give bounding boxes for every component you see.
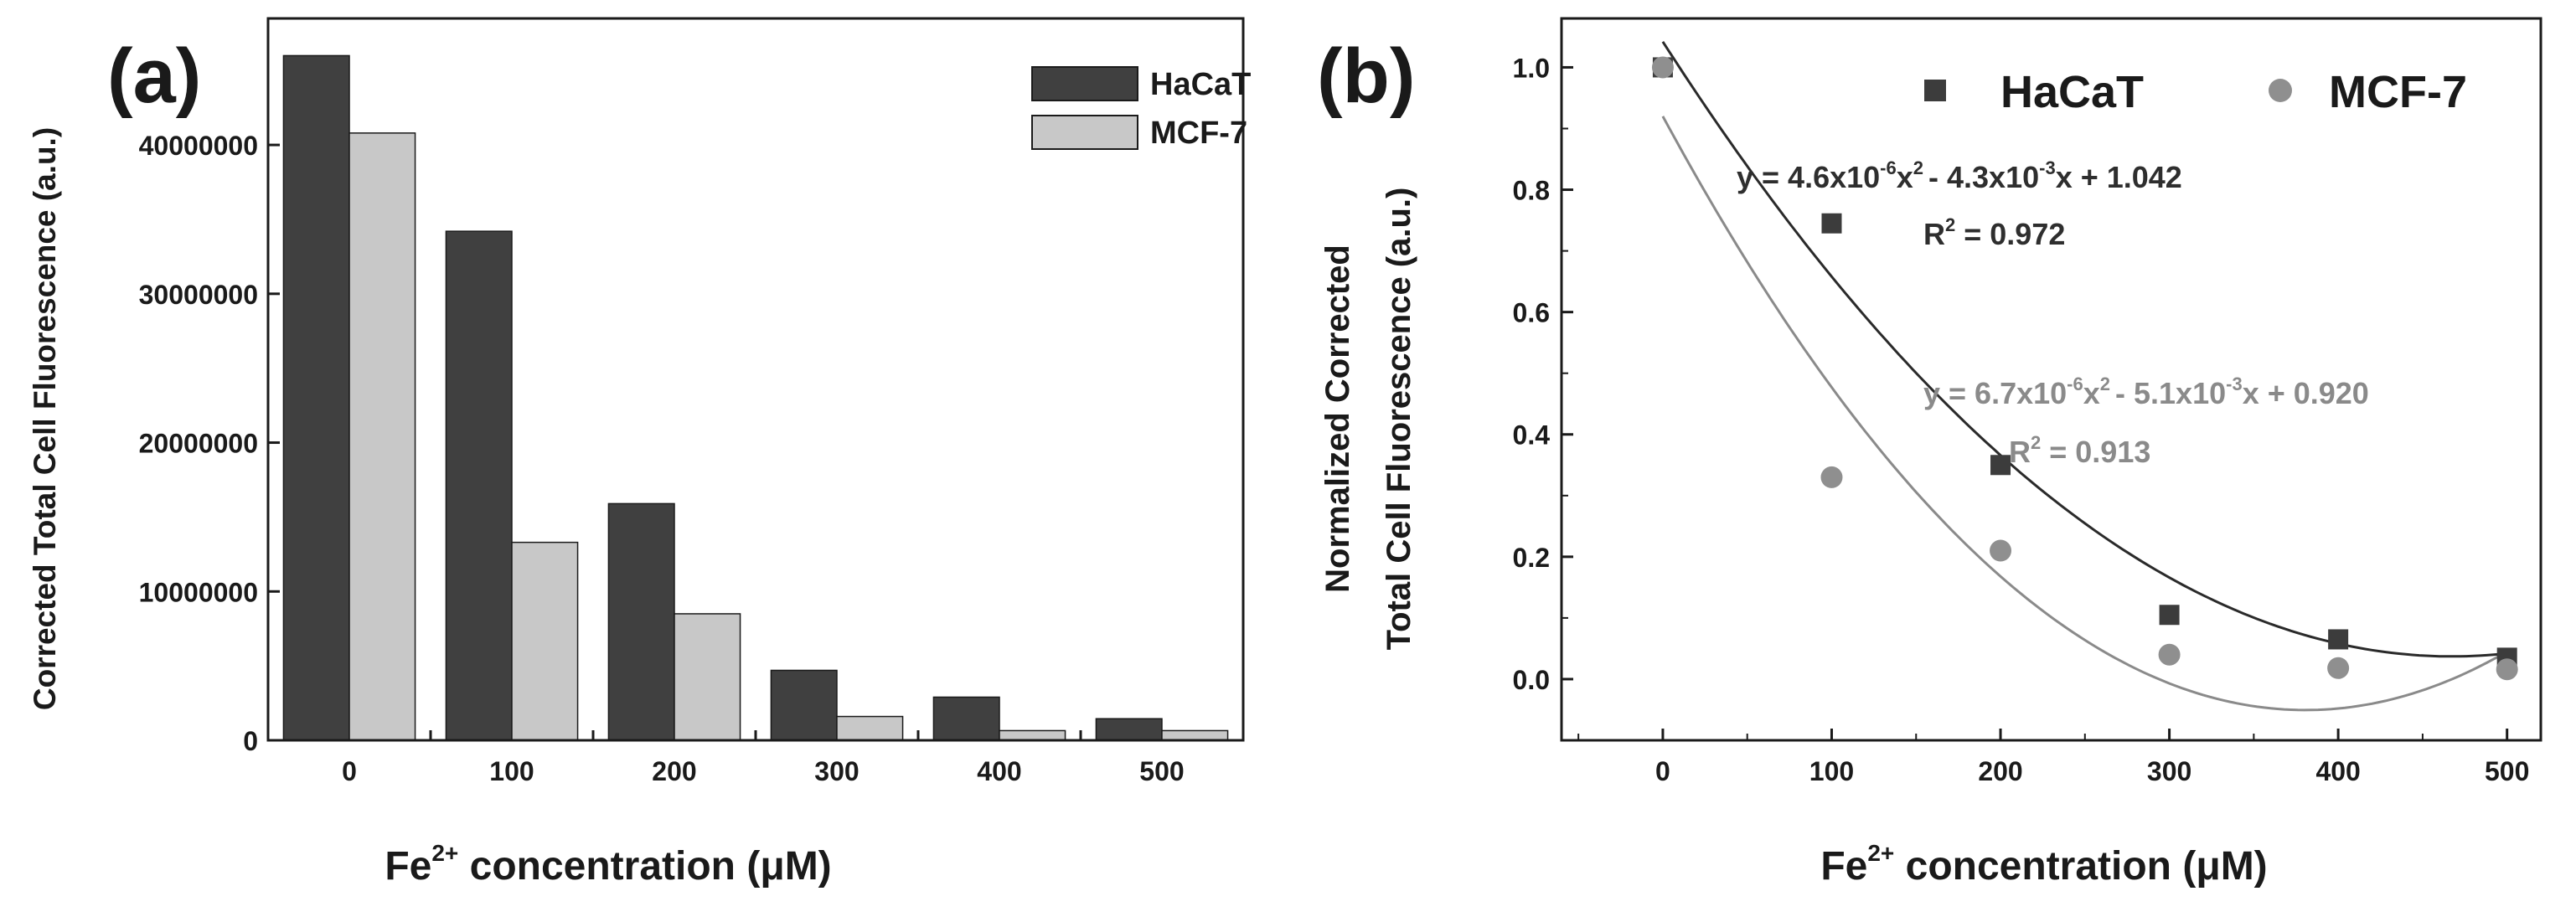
point-hacat-300 [2159, 605, 2180, 626]
panel-b-y-tick-label: 0.2 [1513, 543, 1550, 573]
panel-b-x-tick-label: 0 [1655, 756, 1670, 786]
legend-label-hacat: HaCaT [1150, 67, 1251, 102]
bar-hacat-400 [932, 696, 1000, 741]
legend-marker-mcf7 [2269, 79, 2292, 102]
bar-hacat-0 [282, 54, 350, 741]
legend-label-hacat: HaCaT [2000, 67, 2144, 117]
panel-b-x-tick-label: 200 [1978, 756, 2022, 786]
panel-a-axis-ticks: 0 10000000 20000000 30000000 40000000 0 100 200… [139, 131, 1245, 786]
legend-marker-hacat [1924, 80, 1946, 101]
bar-mcf7-400 [999, 729, 1066, 741]
bar-mcf7-100 [511, 541, 579, 741]
legend-swatch-mcf7 [1031, 115, 1138, 150]
panel-b-axis-ticks: 0.0 0.2 0.4 0.6 0.8 1.0 0 100 200 300 400 500 [1513, 53, 2530, 786]
panel-a-y-tick-label: 10000000 [139, 577, 258, 607]
point-hacat-100 [1821, 213, 1842, 234]
hacat-fit-curve [1661, 40, 2507, 658]
panel-a-bar-chart: (a) Corrected Total Cell Fluorescence (a… [28, 17, 1251, 889]
panel-a-legend: HaCaT MCF-7 [1031, 66, 1251, 151]
mcf7-fit-r2: R2 = 0.913 [2009, 432, 2150, 469]
point-hacat-200 [1990, 455, 2011, 476]
bar-hacat-300 [770, 669, 838, 741]
point-mcf7-400 [2327, 657, 2350, 679]
panel-b-y-tick-label: 0.0 [1513, 665, 1550, 695]
point-hacat-400 [2328, 629, 2349, 650]
legend-swatch-hacat [1031, 66, 1138, 101]
panel-b-y-tick-label: 0.4 [1513, 420, 1551, 451]
panel-a-y-tick-label: 40000000 [139, 131, 258, 161]
panel-a-x-tick-label: 300 [814, 756, 859, 786]
legend-label-mcf7: MCF-7 [1150, 116, 1247, 151]
panel-b-fit-curves [1661, 40, 2508, 712]
panel-a-x-tick-label: 100 [489, 756, 534, 786]
panel-b-label: (b) [1317, 33, 1415, 119]
panel-a-y-axis-label: Corrected Total Cell Fluorescence (a.u.) [28, 127, 62, 710]
mcf7-fit-equation: y = 6.7x10-6x2- 5.1x10-3x + 0.920 [1923, 373, 2369, 410]
panel-a-y-tick-label: 20000000 [139, 429, 258, 459]
point-mcf7-300 [2158, 643, 2181, 666]
point-mcf7-0 [1651, 56, 1674, 79]
panel-b-plot-frame [1560, 17, 2542, 742]
panel-b-y-tick-label: 1.0 [1513, 53, 1550, 83]
bar-mcf7-200 [674, 613, 741, 741]
bar-hacat-500 [1095, 718, 1163, 741]
mcf7-fit-annotation: y = 6.7x10-6x2- 5.1x10-3x + 0.920 R2 = 0… [1923, 373, 2369, 469]
panel-b-scatter-chart: (b) Normalized Corrected Total Cell Fluo… [1317, 17, 2542, 889]
point-mcf7-500 [2496, 658, 2518, 681]
panel-b-legend: HaCaT MCF-7 [1924, 67, 2467, 117]
bar-hacat-100 [445, 230, 513, 741]
panel-a-y-tick-label: 0 [243, 726, 258, 756]
panel-a-x-tick-label: 500 [1139, 756, 1184, 786]
panel-b-y-axis-label-line2: Total Cell Fluorescence (a.u.) [1381, 188, 1417, 651]
point-mcf7-200 [1990, 539, 2012, 562]
panel-a-x-axis-label: Fe2+ concentration (μM) [385, 840, 831, 889]
panel-a-label: (a) [107, 33, 201, 119]
panel-a-bars [282, 54, 1229, 741]
panel-b-x-tick-label: 500 [2485, 756, 2529, 786]
bar-hacat-200 [607, 502, 675, 741]
panel-b-x-tick-label: 400 [2315, 756, 2360, 786]
legend-label-mcf7: MCF-7 [2329, 67, 2467, 117]
panel-b-x-tick-label: 300 [2147, 756, 2191, 786]
panel-a-x-tick-label: 0 [342, 756, 357, 786]
bar-mcf7-0 [348, 132, 416, 741]
hacat-fit-annotation: y = 4.6x10-6x2- 4.3x10-3x + 1.042 R2 = 0… [1737, 157, 2182, 251]
bar-mcf7-500 [1161, 729, 1229, 741]
panel-b-y-axis-label-line1: Normalized Corrected [1319, 245, 1356, 593]
panel-b-data-points [1651, 56, 2518, 681]
panel-a-x-tick-label: 200 [652, 756, 696, 786]
panel-b-y-tick-label: 0.6 [1513, 298, 1550, 328]
panel-b-y-tick-label: 0.8 [1513, 176, 1550, 206]
bar-mcf7-300 [836, 715, 904, 741]
hacat-fit-r2: R2 = 0.972 [1923, 214, 2065, 251]
panel-b-x-axis-label: Fe2+ concentration (μM) [1820, 840, 2267, 889]
panel-a-plot-frame [266, 17, 1245, 742]
panel-b-x-tick-label: 100 [1809, 756, 1854, 786]
point-mcf7-100 [1820, 466, 1843, 488]
mcf7-fit-curve [1661, 116, 2508, 712]
panel-a-y-tick-label: 30000000 [139, 280, 258, 310]
hacat-fit-equation: y = 4.6x10-6x2- 4.3x10-3x + 1.042 [1737, 157, 2182, 194]
panel-a-x-tick-label: 400 [977, 756, 1021, 786]
